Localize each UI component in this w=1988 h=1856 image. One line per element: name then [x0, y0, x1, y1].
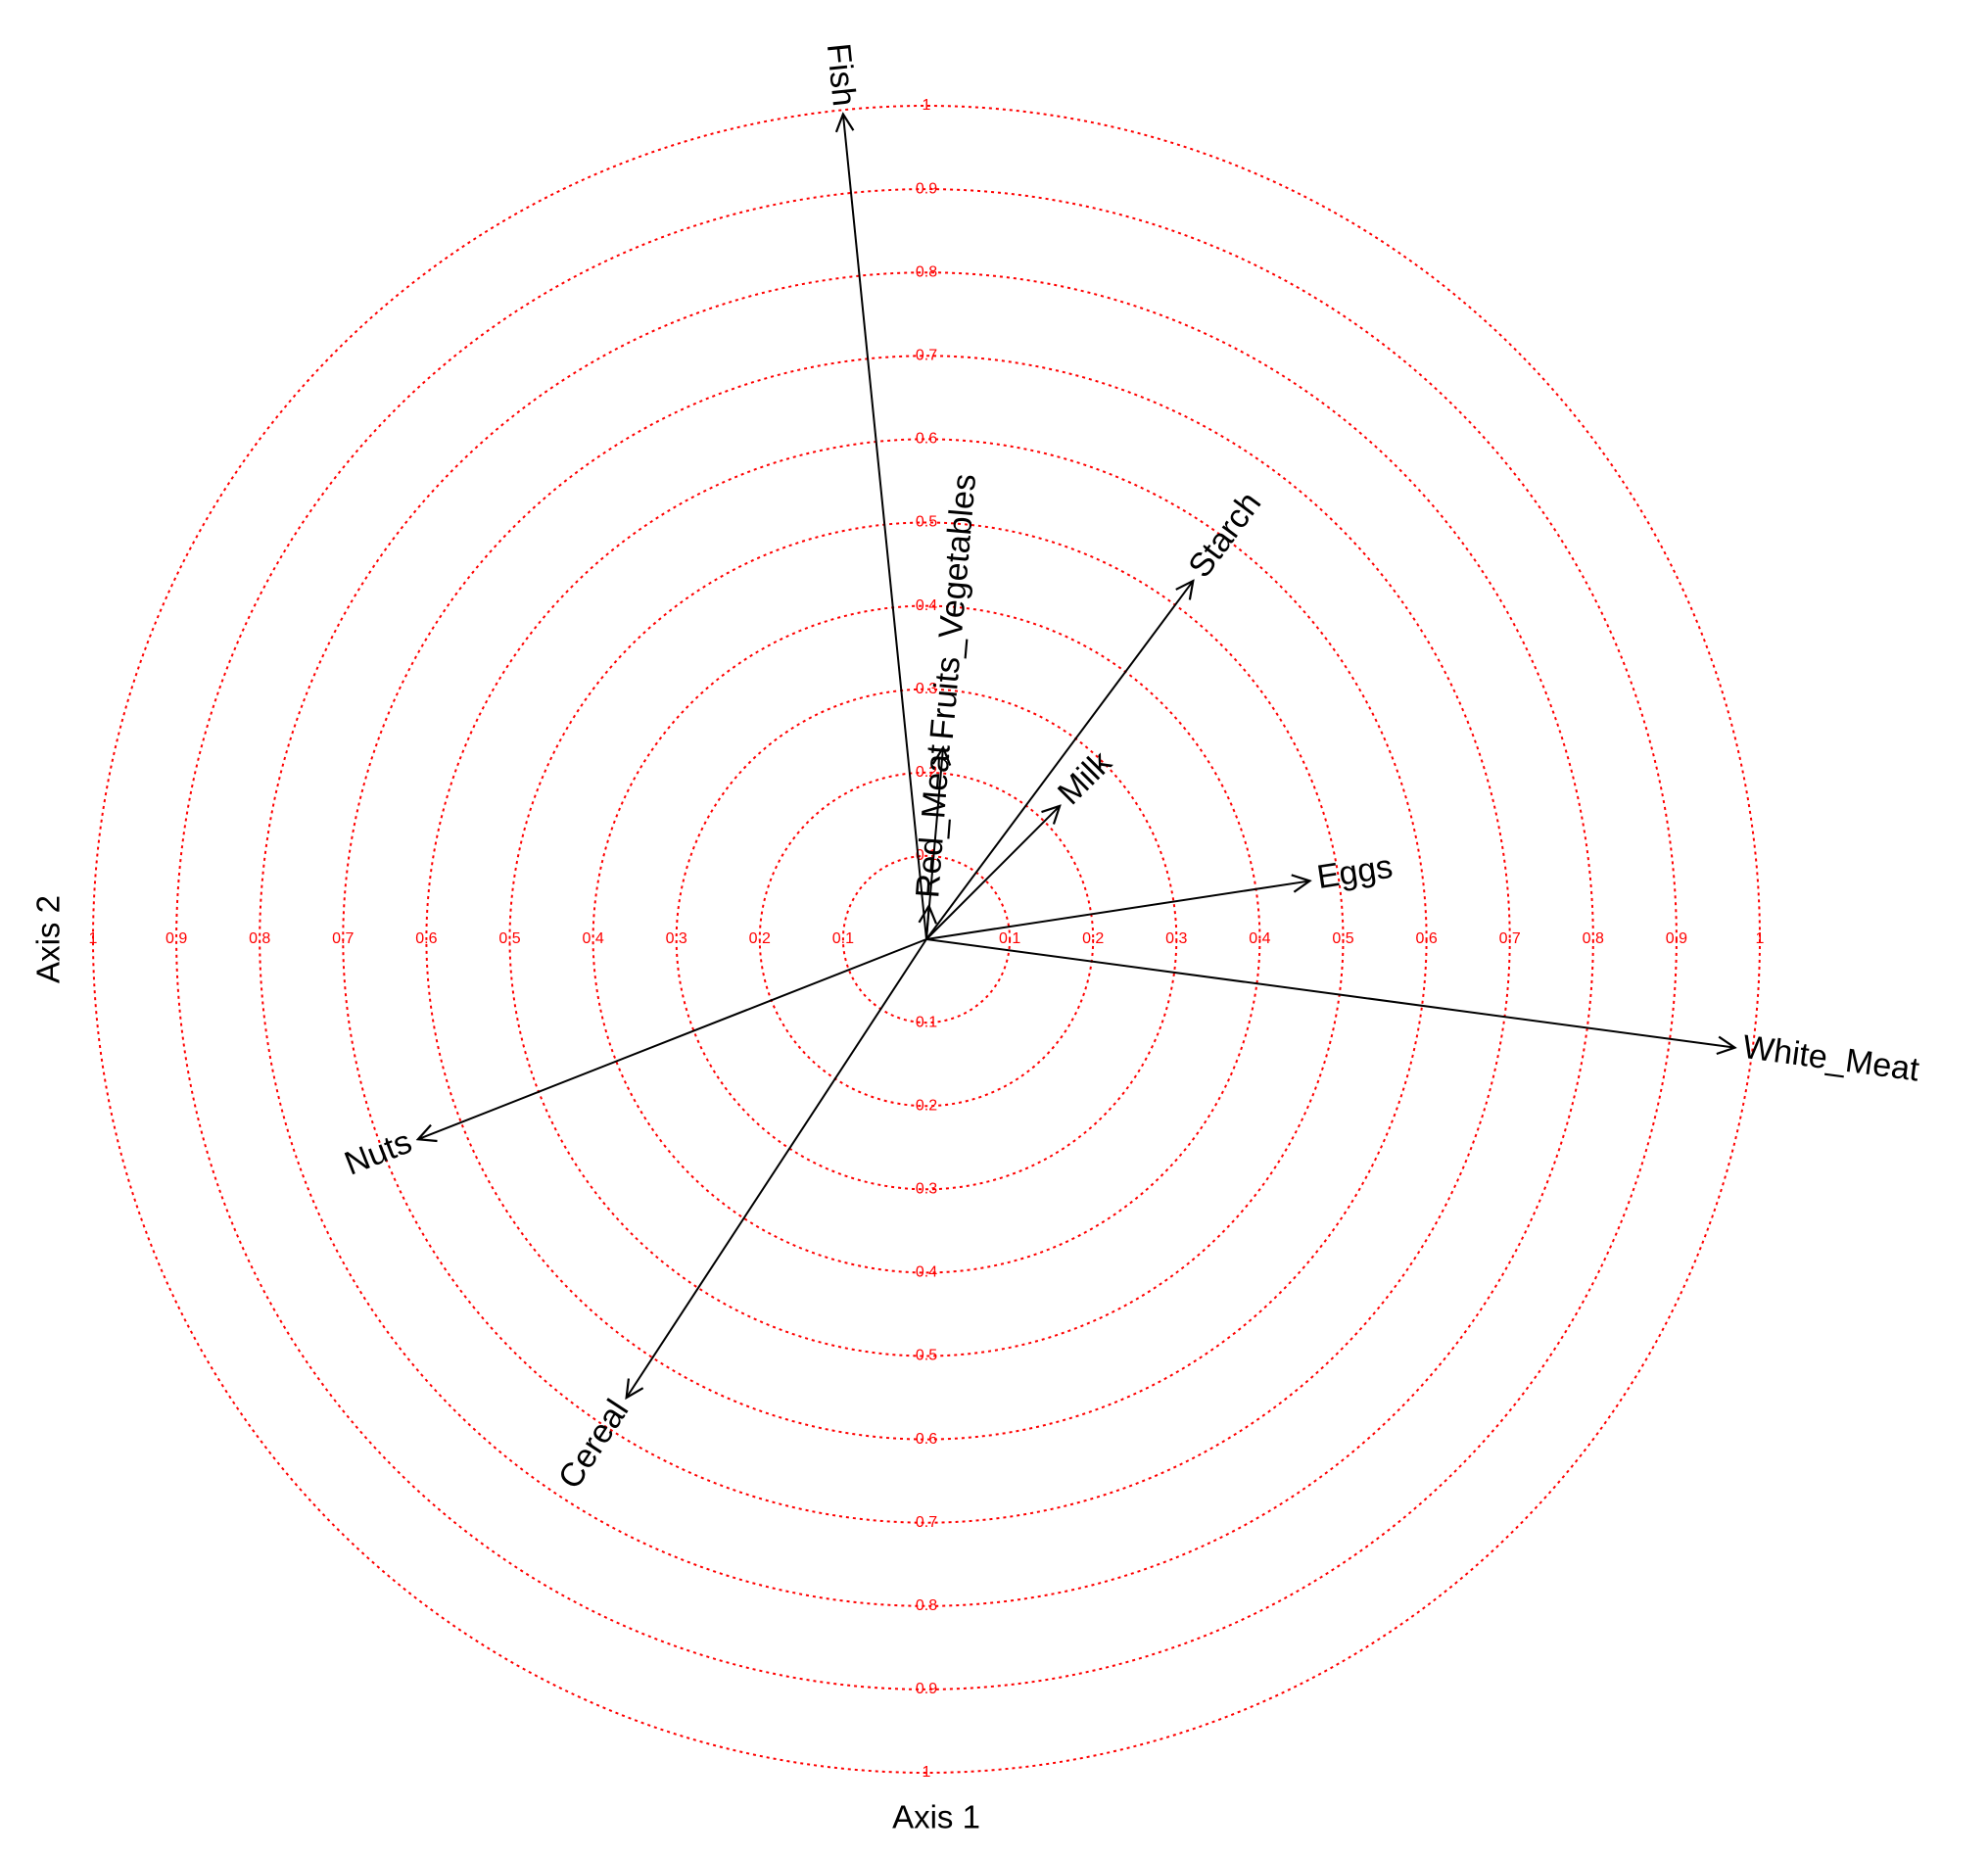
tick-label: 0.8: [1583, 930, 1604, 947]
y-axis-label: Axis 2: [30, 895, 67, 983]
grid-circle: [259, 271, 1594, 1607]
grid-circle: [592, 604, 1261, 1274]
tick-label: 1: [1756, 930, 1765, 947]
tick-label: 0.5: [1332, 930, 1353, 947]
tick-label: 0.1: [916, 847, 937, 864]
tick-label: 0.9: [166, 930, 187, 947]
grid-circle: [508, 521, 1345, 1357]
grid-circle: [425, 438, 1428, 1441]
tick-label: 0.7: [1499, 930, 1521, 947]
tick-label: 0.6: [916, 1431, 937, 1448]
tick-label: 0.2: [916, 764, 937, 781]
variable-label: Fish: [820, 42, 863, 109]
grid-circle: [92, 105, 1761, 1774]
variable-label: Nuts: [340, 1123, 417, 1183]
tick-label: 0.4: [916, 597, 937, 614]
tick-label: 0.3: [666, 930, 687, 947]
tick-label: 0.6: [415, 930, 437, 947]
variable-label: Milk: [1051, 743, 1119, 812]
arrow: [418, 938, 927, 1139]
tick-label: 1: [923, 97, 931, 114]
variable-label: Starch: [1181, 485, 1268, 585]
tick-label: 0.1: [999, 930, 1020, 947]
tick-label: 0.7: [916, 1514, 937, 1531]
tick-label: 0.5: [916, 514, 937, 531]
tick-label: 0.8: [249, 930, 270, 947]
tick-label: 0.8: [916, 263, 937, 280]
arrow: [925, 938, 1734, 1048]
grid-circle: [175, 188, 1678, 1690]
tick-label: 1: [89, 930, 98, 947]
tick-label: 0.4: [916, 1264, 937, 1281]
arrow: [925, 581, 1193, 940]
tick-label: 0.3: [916, 681, 937, 697]
tick-label: 0.6: [1415, 930, 1437, 947]
grid-circle: [675, 688, 1178, 1191]
tick-label: 1: [923, 1764, 931, 1781]
tick-label: 0.8: [916, 1597, 937, 1614]
tick-label: 0.3: [916, 1181, 937, 1198]
tick-label: 0.7: [916, 348, 937, 364]
tick-label: 0.5: [916, 1348, 937, 1364]
tick-label: 0.1: [832, 930, 854, 947]
tick-label: 0.6: [916, 431, 937, 448]
arrow: [627, 938, 927, 1398]
arrow: [925, 880, 1309, 940]
tick-label: 0.9: [1666, 930, 1687, 947]
tick-label: 0.4: [582, 930, 603, 947]
tick-label: 0.9: [916, 180, 937, 197]
tick-label: 0.4: [1249, 930, 1270, 947]
arrow: [925, 806, 1060, 940]
grid-circle: [758, 771, 1095, 1108]
tick-label: 0.9: [916, 1681, 937, 1697]
arrow: [926, 906, 929, 940]
arrow: [843, 115, 927, 940]
variable-label: Cereal: [551, 1393, 637, 1496]
tick-label: 0.2: [916, 1097, 937, 1114]
tick-label: 0.7: [332, 930, 354, 947]
variable-label: White_Meat: [1740, 1028, 1921, 1089]
tick-label: 0.2: [1082, 930, 1104, 947]
x-axis-label: Axis 1: [892, 1799, 980, 1835]
grid-circle: [841, 854, 1012, 1024]
tick-label: 0.5: [498, 930, 520, 947]
grid-circle: [342, 355, 1511, 1524]
tick-label: 0.1: [916, 1014, 937, 1030]
tick-label: 0.2: [749, 930, 771, 947]
tick-label: 0.3: [1165, 930, 1187, 947]
variable-label: Eggs: [1314, 848, 1395, 896]
